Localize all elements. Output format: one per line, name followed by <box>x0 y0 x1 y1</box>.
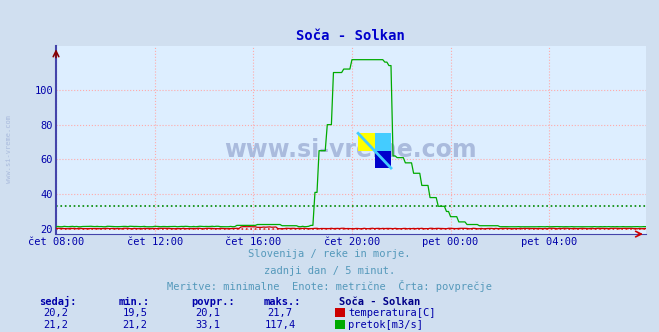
Text: temperatura[C]: temperatura[C] <box>348 308 436 318</box>
Title: Soča - Solkan: Soča - Solkan <box>297 29 405 42</box>
Text: pretok[m3/s]: pretok[m3/s] <box>348 320 423 330</box>
Text: 33,1: 33,1 <box>195 320 220 330</box>
Text: www.si-vreme.com: www.si-vreme.com <box>225 138 477 162</box>
Text: 20,2: 20,2 <box>43 308 69 318</box>
Text: sedaj:: sedaj: <box>40 296 77 307</box>
Text: 117,4: 117,4 <box>264 320 296 330</box>
Text: 21,2: 21,2 <box>43 320 69 330</box>
Text: Slovenija / reke in morje.: Slovenija / reke in morje. <box>248 249 411 259</box>
Text: 21,2: 21,2 <box>123 320 148 330</box>
Text: Soča - Solkan: Soča - Solkan <box>339 297 420 307</box>
Text: maks.:: maks.: <box>264 297 301 307</box>
Text: 19,5: 19,5 <box>123 308 148 318</box>
Bar <box>374 133 391 151</box>
Text: 20,1: 20,1 <box>195 308 220 318</box>
Bar <box>374 151 391 168</box>
Text: povpr.:: povpr.: <box>191 297 235 307</box>
Text: www.si-vreme.com: www.si-vreme.com <box>5 116 12 183</box>
Text: zadnji dan / 5 minut.: zadnji dan / 5 minut. <box>264 266 395 276</box>
Bar <box>358 133 374 151</box>
Text: min.:: min.: <box>119 297 150 307</box>
Text: 21,7: 21,7 <box>268 308 293 318</box>
Text: Meritve: minimalne  Enote: metrične  Črta: povprečje: Meritve: minimalne Enote: metrične Črta:… <box>167 281 492 292</box>
